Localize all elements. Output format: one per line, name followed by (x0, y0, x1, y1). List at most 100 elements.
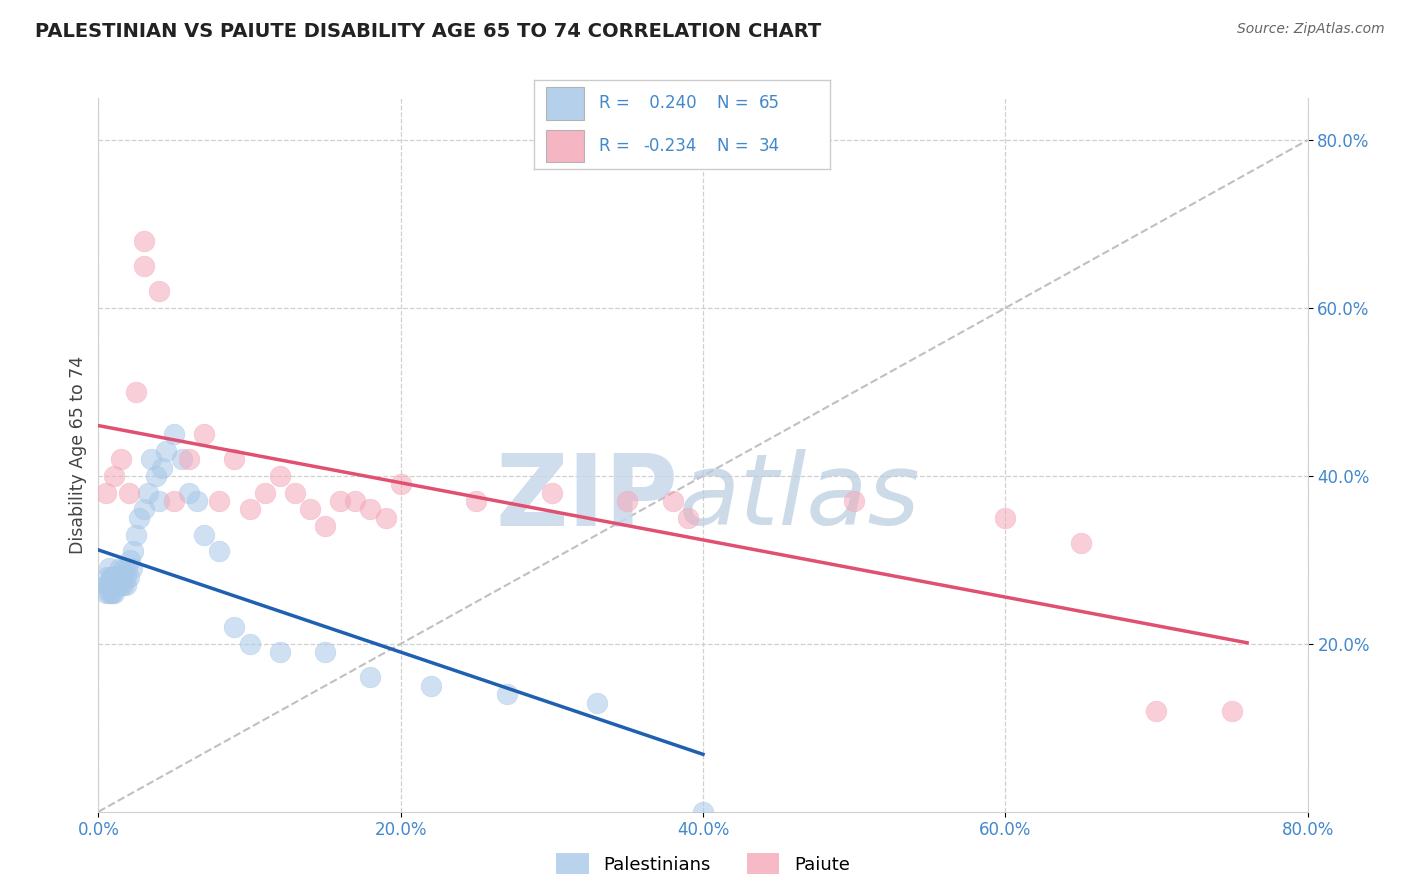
Point (329, 494, 352, 508)
Point (994, 511, 1017, 525)
Point (163, 494, 186, 508)
Point (360, 502, 382, 516)
Point (101, 578, 124, 592)
Point (103, 586, 125, 600)
Point (844, 494, 866, 508)
Point (465, 494, 488, 508)
Point (616, 494, 638, 508)
Point (98, 586, 121, 600)
Point (103, 578, 125, 592)
Bar (546, 87, 585, 120)
Point (121, 561, 143, 575)
Point (104, 569, 127, 583)
Text: PALESTINIAN VS PAIUTE DISABILITY AGE 65 TO 74 CORRELATION CHART: PALESTINIAN VS PAIUTE DISABILITY AGE 65 … (35, 22, 821, 41)
Point (108, 561, 131, 575)
Point (299, 502, 322, 516)
Point (155, 443, 177, 458)
Point (103, 569, 125, 583)
Text: ZIP: ZIP (496, 450, 679, 546)
Point (314, 519, 336, 533)
Point (103, 578, 125, 592)
Point (419, 679, 441, 693)
Point (118, 569, 141, 583)
Point (692, 805, 714, 819)
Point (163, 426, 186, 441)
Point (111, 569, 134, 583)
Point (224, 620, 246, 634)
Point (284, 485, 307, 500)
Point (132, 234, 155, 248)
Point (101, 569, 124, 583)
Point (104, 578, 127, 592)
Point (344, 494, 367, 508)
Point (586, 696, 609, 710)
Y-axis label: Disability Age 65 to 74: Disability Age 65 to 74 (69, 356, 87, 554)
Point (105, 578, 128, 592)
Point (239, 502, 262, 516)
Point (1220, 704, 1243, 718)
Point (150, 460, 173, 475)
Point (105, 569, 128, 583)
Point (96, 569, 118, 583)
Point (148, 494, 170, 508)
Point (540, 485, 562, 500)
Point (141, 452, 163, 467)
Point (374, 511, 396, 525)
Bar (546, 130, 585, 162)
Text: 0.240: 0.240 (644, 95, 696, 112)
Text: Source: ZipAtlas.com: Source: ZipAtlas.com (1237, 22, 1385, 37)
Point (120, 553, 142, 567)
Point (108, 569, 131, 583)
Text: R =: R = (599, 95, 630, 112)
Point (110, 578, 132, 592)
Point (110, 569, 132, 583)
Point (136, 485, 159, 500)
Text: atlas: atlas (679, 450, 921, 546)
Legend: Palestinians, Paiute: Palestinians, Paiute (550, 846, 856, 881)
Point (103, 569, 125, 583)
Point (101, 586, 124, 600)
Text: -0.234: -0.234 (644, 137, 697, 155)
Point (132, 259, 155, 273)
Point (170, 452, 193, 467)
Point (125, 384, 148, 399)
Point (100, 586, 122, 600)
Point (177, 452, 201, 467)
Point (208, 544, 231, 558)
Point (495, 687, 517, 701)
Point (103, 469, 125, 483)
Point (111, 578, 134, 592)
Point (128, 511, 150, 525)
Point (1144, 704, 1167, 718)
Point (98, 578, 121, 592)
Point (96, 578, 118, 592)
Text: 65: 65 (759, 95, 780, 112)
Point (104, 578, 127, 592)
Point (389, 477, 412, 491)
Point (94, 578, 117, 592)
Point (360, 670, 382, 684)
Point (107, 569, 129, 583)
Point (193, 527, 215, 541)
Text: N =: N = (717, 137, 749, 155)
Point (1070, 536, 1092, 550)
Point (105, 578, 128, 592)
Point (107, 578, 129, 592)
Point (193, 426, 215, 441)
Point (186, 494, 208, 508)
Point (132, 502, 155, 516)
Point (103, 578, 125, 592)
Point (118, 485, 141, 500)
Point (114, 569, 136, 583)
Point (177, 485, 201, 500)
Point (661, 494, 683, 508)
Point (676, 511, 699, 525)
Point (94, 485, 117, 500)
Point (94, 586, 117, 600)
Text: 34: 34 (759, 137, 780, 155)
Point (100, 569, 122, 583)
Point (208, 494, 231, 508)
Point (314, 645, 336, 659)
Point (122, 544, 145, 558)
Text: R =: R = (599, 137, 630, 155)
